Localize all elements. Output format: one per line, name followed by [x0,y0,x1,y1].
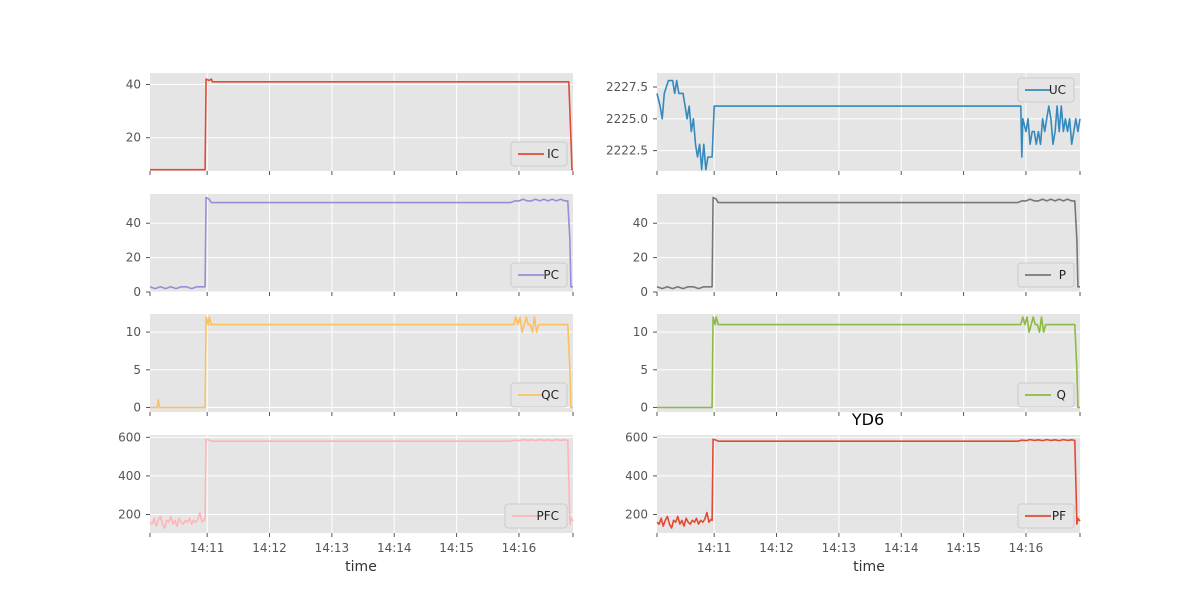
x-axis-label-right: time [853,559,885,575]
y-tick-label: 2227.5 [606,80,648,94]
series-line-pc [149,196,573,290]
y-tick-label: 20 [126,251,141,265]
y-tick-label: 5 [640,363,648,377]
plot-area [657,435,1080,533]
y-tick-label: 10 [633,325,648,339]
plot-area [657,194,1080,292]
legend-p: P [1017,262,1075,288]
plot-area [150,314,573,412]
y-tick-label: 600 [625,430,648,444]
panel-q: 0 5 10 Q [633,314,1081,416]
legend-pc: PC [510,262,568,288]
y-tick-label: 10 [126,325,141,339]
panel-pf: 200 400 600 14:11 14:12 14:13 14:14 14:15 14:16 P… [625,430,1081,555]
y-tick-label: 20 [633,251,648,265]
series-line-pf [656,438,1081,529]
legend-label: PFC [536,509,559,523]
y-tick-label: 0 [133,400,141,414]
x-tick-label: 14:16 [1009,541,1044,555]
y-tick-label: 40 [126,77,141,91]
x-tick-label: 14:14 [884,541,919,555]
legend-pfc: PFC [504,503,568,529]
y-tick-label: 5 [133,363,141,377]
y-tick-label: 2222.5 [606,144,648,158]
y-tick-label: 0 [640,285,648,299]
y-tick-label: 400 [625,469,648,483]
y-tick-label: 20 [126,131,141,145]
series-line-qc [150,316,573,409]
legend-label: PC [543,268,559,282]
figure-title: YD6 [851,410,884,429]
x-tick-label: 14:12 [759,541,794,555]
y-tick-label: 200 [625,507,648,521]
x-tick-label: 14:16 [502,541,537,555]
panel-ic: 20 40 IC [126,73,574,175]
legend-pf: PF [1017,503,1075,529]
legend-label: IC [547,147,559,161]
series-line-ic [150,78,573,171]
panel-pfc: 200 400 600 14:11 14:12 14:13 14:14 14:15 14:16 P… [118,430,574,555]
y-tick-label: 0 [133,285,141,299]
series-line-uc [656,79,1081,171]
x-tick-label: 14:11 [697,541,732,555]
x-tick-label: 14:13 [822,541,857,555]
legend-label: UC [1049,83,1066,97]
series-line-q [657,316,1080,409]
x-tick-label: 14:14 [377,541,412,555]
legend-label: Q [1057,388,1066,402]
legend-qc: QC [510,382,568,408]
panel-uc: 2222.5 2225.0 2227.5 UC [606,73,1081,175]
panel-pc: 0 20 40 PC [126,194,574,299]
legend-q: Q [1017,382,1075,408]
legend-label: P [1059,268,1066,282]
panel-p: 0 20 40 P [633,194,1081,299]
y-tick-label: 40 [633,216,648,230]
y-tick-label: 600 [118,430,141,444]
y-tick-label: 400 [118,469,141,483]
series-line-pfc [149,438,574,529]
y-tick-label: 200 [118,507,141,521]
legend-ic: IC [510,141,568,167]
x-axis-label-left: time [345,559,377,575]
legend-label: PF [1052,509,1066,523]
plot-area [150,194,573,292]
y-tick-label: 40 [126,216,141,230]
plot-area [657,314,1080,412]
plot-area [150,435,573,533]
legend-uc: UC [1017,77,1075,103]
y-tick-label: 2225.0 [606,112,648,126]
series-line-p [656,196,1080,290]
y-tick-label: 0 [640,400,648,414]
x-tick-label: 14:15 [946,541,981,555]
plot-area [150,73,573,171]
x-tick-label: 14:11 [190,541,225,555]
panel-qc: 0 5 10 QC [126,314,574,416]
x-tick-label: 14:15 [439,541,474,555]
x-tick-label: 14:13 [315,541,350,555]
plot-area [657,73,1080,171]
legend-label: QC [541,388,559,402]
x-tick-label: 14:12 [252,541,287,555]
